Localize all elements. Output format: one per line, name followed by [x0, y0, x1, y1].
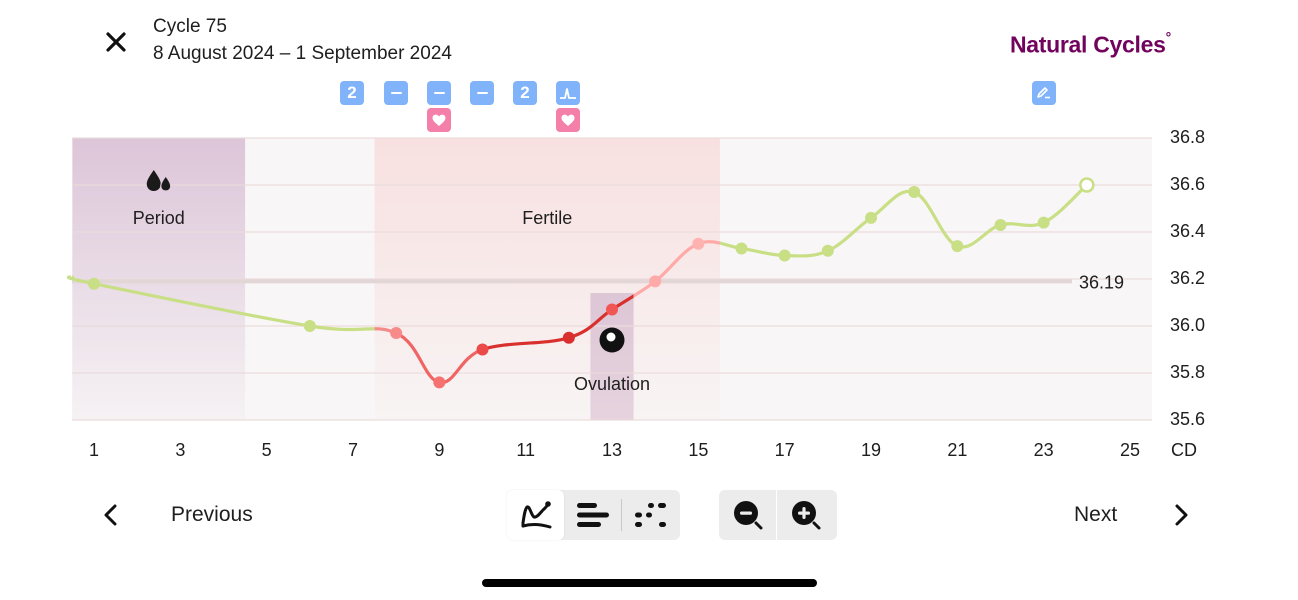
close-icon	[106, 32, 126, 52]
x-tick-label: 9	[434, 440, 445, 460]
cycle-title: Cycle 75	[153, 16, 227, 37]
brand-name: Natural Cycles	[1010, 31, 1166, 58]
x-tick-label: 15	[688, 440, 709, 460]
temperature-point[interactable]	[390, 327, 403, 340]
day-badge[interactable]	[1032, 81, 1056, 105]
zoom-in-icon	[791, 501, 820, 530]
temperature-point[interactable]	[778, 249, 791, 262]
dots-icon	[634, 503, 666, 527]
temperature-point[interactable]	[865, 211, 877, 224]
zoom-in-button[interactable]	[777, 490, 834, 540]
next-button[interactable]: Next	[1074, 503, 1118, 526]
next-chevron-button[interactable]	[1170, 503, 1192, 532]
day-badge[interactable]	[427, 81, 451, 105]
temperature-point-pending[interactable]	[1079, 177, 1095, 193]
day-badge[interactable]	[556, 81, 580, 105]
day-badge[interactable]: 2	[513, 81, 537, 105]
bars-icon	[576, 503, 609, 527]
day-badge[interactable]: 2	[340, 81, 364, 105]
zoom-out-button[interactable]	[719, 490, 776, 540]
day-badge[interactable]	[427, 108, 451, 132]
x-tick-label: 25	[1119, 440, 1141, 460]
heart-icon	[561, 114, 575, 126]
previous-button[interactable]: Previous	[171, 503, 253, 526]
y-tick-label: 36.2	[1170, 268, 1206, 288]
chevron-left-icon	[104, 504, 117, 526]
segment-divider	[776, 490, 777, 540]
lh-peak-icon	[560, 88, 576, 99]
temperature-line-segment	[481, 336, 570, 352]
temperature-point[interactable]	[606, 303, 618, 316]
negative-test-icon	[390, 91, 402, 95]
bar-list-view-button[interactable]	[564, 490, 621, 540]
y-tick-label: 35.6	[1170, 409, 1206, 429]
phase-label-fertile: Fertile	[522, 208, 572, 228]
cover-line-value: 36.19	[1079, 272, 1124, 292]
y-tick-label: 35.8	[1170, 362, 1206, 382]
temperature-point[interactable]	[562, 331, 575, 344]
phase-label-ovulation: Ovulation	[574, 374, 650, 394]
temperature-point[interactable]	[433, 376, 446, 389]
x-tick-label: 17	[774, 440, 795, 460]
day-badge[interactable]	[470, 81, 494, 105]
chevron-right-icon	[1175, 504, 1188, 526]
x-tick-label: 7	[347, 440, 359, 460]
x-tick-label: 19	[860, 440, 882, 460]
temperature-point[interactable]	[908, 186, 921, 199]
x-tick-label: 5	[261, 440, 272, 460]
negative-test-icon	[476, 91, 488, 95]
x-tick-label: 1	[88, 440, 100, 460]
temperature-point[interactable]	[692, 237, 705, 250]
x-tick-label: 11	[516, 440, 535, 460]
temperature-point[interactable]	[476, 343, 489, 356]
y-tick-label: 36.4	[1170, 221, 1206, 241]
segment-divider	[621, 499, 622, 531]
drops-icon	[146, 170, 172, 192]
ovulation-icon	[599, 327, 625, 353]
temperature-point[interactable]	[303, 320, 316, 332]
x-tick-label: 13	[601, 440, 623, 460]
y-tick-label: 36.6	[1170, 174, 1206, 194]
home-indicator[interactable]	[482, 579, 817, 587]
close-button[interactable]	[100, 26, 132, 58]
brand-mark: °	[1165, 29, 1172, 45]
temperature-line-segment	[93, 282, 311, 328]
line-graph-icon	[521, 501, 551, 529]
temperature-point[interactable]	[1037, 216, 1050, 229]
temperature-line-segment	[66, 275, 95, 286]
temperature-point[interactable]	[821, 244, 834, 257]
brand-logo: Natural Cycles°	[1010, 29, 1172, 59]
dot-grid-view-button[interactable]	[622, 490, 679, 540]
cycle-date-range: 8 August 2024 – 1 September 2024	[153, 43, 452, 64]
phase-label-period: Period	[133, 208, 185, 228]
line-graph-view-button[interactable]	[507, 490, 564, 540]
x-tick-label: 21	[947, 440, 968, 460]
temperature-point[interactable]	[649, 275, 662, 288]
temperature-point[interactable]	[951, 240, 964, 253]
edit-note-icon	[1037, 87, 1050, 99]
x-axis-title: CD	[1171, 440, 1197, 460]
lh-test-count-icon: 2	[520, 83, 530, 102]
previous-chevron-button[interactable]	[100, 503, 122, 532]
heart-icon	[432, 114, 446, 126]
temperature-point[interactable]	[735, 242, 748, 255]
zoom-controls	[719, 490, 837, 540]
y-tick-label: 36.8	[1170, 127, 1206, 147]
y-tick-label: 36.0	[1170, 315, 1206, 335]
x-tick-label: 23	[1033, 440, 1054, 460]
temperature-point[interactable]	[994, 218, 1007, 231]
zoom-out-icon	[733, 501, 762, 530]
day-badge[interactable]	[384, 81, 408, 105]
lh-test-count-icon: 2	[347, 83, 357, 102]
temperature-point[interactable]	[88, 277, 100, 290]
day-badge[interactable]	[556, 108, 580, 132]
view-mode-toggle	[507, 490, 680, 540]
negative-test-icon	[433, 91, 445, 95]
x-tick-label: 3	[175, 440, 186, 460]
